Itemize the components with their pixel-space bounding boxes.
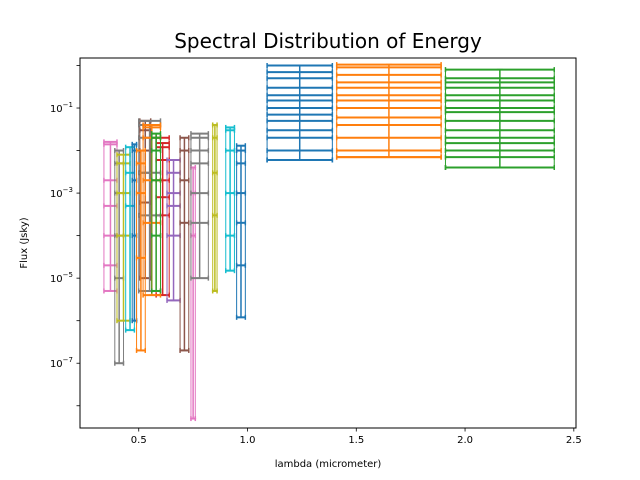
data-marks [103,62,555,422]
error-series [151,67,555,294]
y-axis: 10−7 10−5 10−3 10−1 [50,65,80,407]
x-tick-label: 2.0 [457,435,473,446]
plot-frame [79,57,577,429]
x-axis: 0.5 1.0 1.5 2.0 2.5 [131,428,582,446]
x-axis-label: lambda (micrometer) [275,459,382,470]
x-tick-label: 1.5 [348,435,364,446]
y-tick-label: 10−3 [50,186,73,200]
plot-area [103,62,555,422]
y-tick-label: 10−1 [50,101,73,115]
x-tick-label: 0.5 [131,435,147,446]
chart-title: Spectral Distribution of Energy [174,29,482,53]
y-axis-label: Flux (Jsky) [19,217,30,268]
error-series [135,62,442,353]
x-tick-label: 1.0 [240,435,256,446]
x-tick-label: 2.5 [566,435,582,446]
y-tick-label: 10−5 [50,271,73,285]
y-tick-label: 10−7 [50,356,73,370]
